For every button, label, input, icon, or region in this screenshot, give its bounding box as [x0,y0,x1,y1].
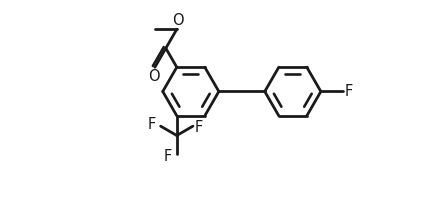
Text: F: F [344,84,352,99]
Text: F: F [147,117,155,132]
Text: F: F [194,120,202,135]
Text: O: O [148,68,159,84]
Text: O: O [171,13,183,28]
Text: F: F [163,149,171,164]
